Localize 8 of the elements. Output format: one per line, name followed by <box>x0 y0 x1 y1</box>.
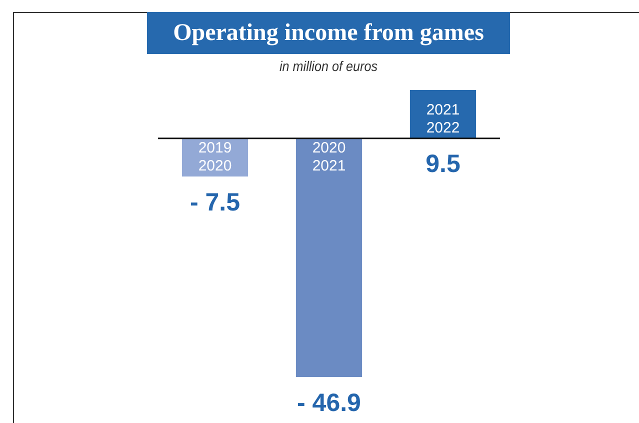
data-label: 9.5 <box>426 150 460 178</box>
chart-title: Operating income from games <box>147 12 510 54</box>
data-label: - 7.5 <box>190 188 240 216</box>
x-tick-label: 2019 2020 <box>198 139 232 174</box>
x-tick-label: 2021 2022 <box>426 101 460 136</box>
data-label: - 46.9 <box>297 388 361 417</box>
chart-subtitle: in million of euros <box>278 58 379 74</box>
x-tick-label: 2020 2021 <box>312 139 346 174</box>
